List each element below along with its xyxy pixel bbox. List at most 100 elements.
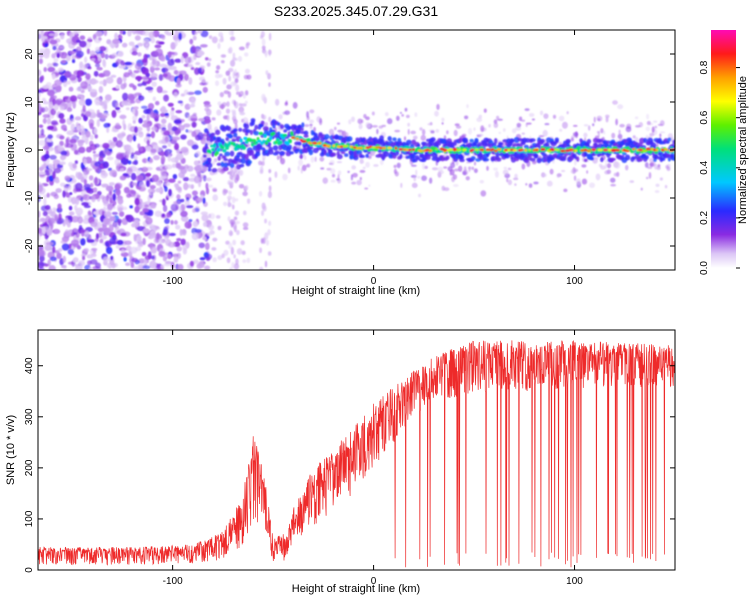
spectrogram-cell: [201, 213, 209, 222]
spectrogram-cell: [44, 263, 49, 267]
spectrogram-cell: [222, 166, 229, 172]
spectrogram-cell: [260, 31, 265, 38]
spectrogram-cell: [135, 75, 143, 81]
spectrogram-cell: [235, 173, 240, 181]
snr-x-label: Height of straight line (km): [292, 583, 420, 595]
spectrogram-cell: [200, 30, 209, 38]
spectrogram-cell: [38, 102, 41, 110]
spectrogram-cell: [284, 110, 291, 115]
spectrogram-cell: [129, 136, 133, 144]
spectrogram-cell: [138, 95, 145, 101]
spectrogram-cell: [473, 127, 476, 131]
spectrogram-cell: [220, 60, 225, 64]
spectrogram-cell: [132, 106, 139, 110]
spectrogram-cell: [645, 147, 651, 151]
spectrogram-cell: [38, 166, 44, 172]
spectrogram-cell: [232, 239, 237, 246]
spectrogram-cell: [132, 107, 136, 115]
spectrogram-cell: [123, 256, 127, 262]
spectrogram-cell: [528, 183, 533, 188]
spectrogram-cell: [371, 124, 378, 128]
spectrogram-cell: [502, 128, 506, 132]
spectrogram-cell: [208, 224, 215, 231]
spectrogram-cell: [55, 30, 62, 33]
spectrogram-cell: [379, 159, 384, 166]
spectrogram-cell: [234, 220, 241, 225]
spectrogram-cell: [165, 239, 172, 247]
spectrogram-cell: [665, 153, 670, 157]
spectrogram-cell: [185, 205, 194, 209]
spectrogram-cell: [246, 74, 252, 80]
spectrogram-cell: [407, 122, 411, 127]
spectrogram-cell: [161, 198, 166, 206]
spectrogram-cell: [52, 159, 61, 165]
spectrogram-cell: [177, 100, 183, 104]
spectrogram-cell: [222, 149, 227, 153]
spectrogram-cell: [521, 132, 525, 135]
spectrogram-cell: [147, 102, 155, 110]
spectrogram-cell: [231, 196, 236, 204]
spectrogram-cell: [103, 211, 112, 218]
spectrogram-cell: [48, 33, 56, 37]
spectrogram-cell: [85, 146, 92, 153]
spectrogram-cell: [154, 44, 162, 49]
spectrogram-cell: [299, 154, 304, 160]
spectrogram-cell: [344, 153, 349, 157]
spectrogram-cell: [237, 55, 243, 62]
spectrogram-cell: [306, 163, 311, 168]
spectrogram-cell: [134, 30, 142, 35]
spectrogram-cell: [307, 141, 313, 145]
spectrogram-marks: [38, 30, 675, 270]
spectrogram-cell: [536, 157, 542, 164]
spectrogram-cell: [91, 247, 98, 252]
spectrogram-cell: [421, 175, 427, 181]
spectrogram-cell: [615, 118, 618, 126]
spectrogram-cell: [405, 139, 412, 145]
spectrogram-cell: [272, 145, 279, 151]
spectrogram-cell: [314, 137, 320, 142]
spectrogram-cell: [561, 169, 566, 173]
spectrogram-cell: [92, 150, 96, 154]
spectrogram-cell: [38, 267, 45, 270]
spectrogram-cell: [176, 246, 182, 252]
spectrogram-cell: [575, 178, 581, 185]
spectrogram-cell: [274, 171, 278, 179]
spectrogram-cell: [216, 162, 222, 167]
spectrogram-cell: [659, 151, 664, 158]
spectrogram-cell: [502, 169, 509, 175]
spectrogram-cell: [497, 142, 504, 146]
spectrogram-cell: [46, 117, 52, 125]
spectrogram-cell: [235, 84, 240, 92]
spectrogram-cell: [145, 86, 154, 91]
spectrogram-cell: [119, 30, 123, 35]
spectrogram-cell: [52, 45, 57, 51]
spectrogram-cell: [151, 126, 158, 131]
spectrogram-cell: [94, 161, 101, 167]
spectrogram-cell: [471, 166, 475, 171]
spectrogram-cell: [65, 138, 69, 145]
spectrogram-cell: [80, 176, 85, 183]
spectrogram-cell: [185, 193, 192, 200]
spectrogram-cell: [360, 161, 365, 164]
spectrogram-cell: [160, 155, 166, 164]
spectrogram-cell: [51, 73, 56, 80]
spectrogram-cell: [65, 219, 71, 226]
spectrogram-cell: [150, 226, 156, 230]
spectrogram-cell: [211, 148, 215, 152]
spectrogram-cell: [115, 102, 119, 109]
spectrogram-cell: [586, 149, 591, 153]
spectrogram-cell: [373, 164, 379, 167]
spectrogram-cell: [176, 77, 181, 86]
spectrogram-cell: [422, 141, 428, 148]
spectrogram-cell: [56, 52, 60, 59]
spectrogram-cell: [232, 110, 237, 119]
spectrogram-cell: [150, 37, 156, 44]
spectrogram-cell: [443, 166, 448, 169]
spectrogram-cell: [287, 167, 291, 174]
spectrogram-cell: [441, 185, 446, 191]
spectrogram-cell: [308, 149, 314, 156]
spectrogram-cell: [224, 142, 228, 148]
spectrogram-cell: [194, 90, 202, 95]
spectrogram-cell: [52, 163, 56, 170]
spectrogram-cell: [236, 248, 243, 255]
